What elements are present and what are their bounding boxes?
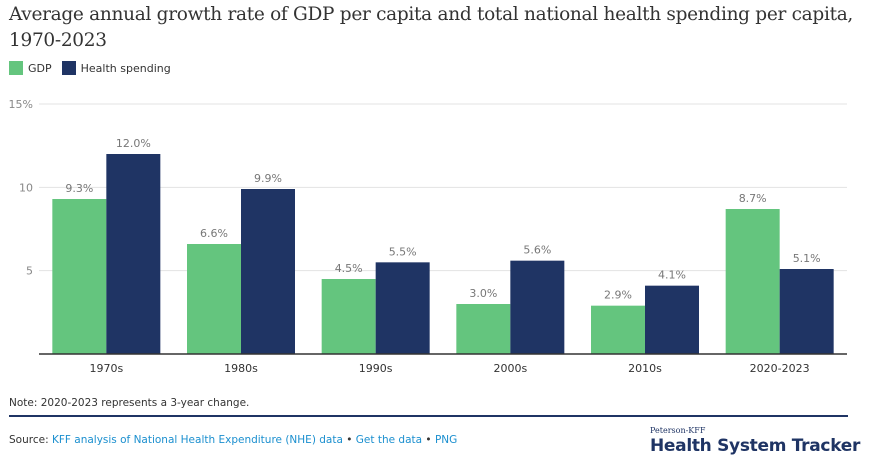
- x-tick-label: 1990s: [359, 362, 393, 375]
- legend-swatch-gdp: [9, 61, 23, 75]
- bar-gdp: [456, 304, 511, 354]
- legend: GDP Health spending: [9, 61, 181, 75]
- y-tick-label: 15%: [9, 98, 33, 111]
- data-label: 2.9%: [604, 289, 632, 302]
- data-label: 9.3%: [65, 182, 93, 195]
- y-tick-label: 5: [26, 265, 33, 278]
- bar-health-spending: [779, 269, 834, 354]
- chart-note: Note: 2020-2023 represents a 3-year chan…: [9, 397, 250, 409]
- data-label: 4.5%: [335, 262, 363, 275]
- data-label: 3.0%: [469, 287, 497, 300]
- legend-item-health-spending[interactable]: Health spending: [61, 61, 171, 75]
- x-tick-label: 1980s: [224, 362, 258, 375]
- legend-swatch-health-spending: [61, 61, 76, 75]
- bars: [52, 154, 834, 354]
- source-line: Source: KFF analysis of National Health …: [9, 434, 457, 446]
- bar-gdp: [187, 244, 241, 354]
- x-tick-label: 1970s: [89, 362, 123, 375]
- data-label: 5.6%: [523, 244, 551, 257]
- brand-small-text: Peterson-KFF: [650, 426, 706, 435]
- bar-health-spending: [241, 189, 295, 354]
- source-link[interactable]: KFF analysis of National Health Expendit…: [51, 434, 343, 446]
- y-tick-label: 10: [19, 181, 33, 194]
- bar-gdp: [591, 305, 645, 354]
- x-tick-label: 2020-2023: [750, 362, 810, 375]
- legend-label-health-spending: Health spending: [80, 61, 171, 75]
- x-axis-labels: 1970s 1980s 1990s 2000s 2010s 2020-2023: [89, 362, 809, 375]
- bar-chart: 5 10 15% 9.3% 12.0% 6.6% 9.9% 4.5% 5.5% 3.0% 5.6%…: [9, 98, 847, 375]
- x-tick-label: 2000s: [493, 362, 527, 375]
- footer-divider: [9, 415, 848, 417]
- legend-item-gdp[interactable]: GDP: [9, 61, 52, 75]
- bar-health-spending: [510, 260, 565, 354]
- chart-title: Average annual growth rate of GDP per ca…: [9, 4, 854, 51]
- data-label: 6.6%: [200, 227, 228, 240]
- data-label: 4.1%: [658, 269, 686, 282]
- bar-health-spending: [375, 262, 430, 354]
- y-axis-labels: 5 10 15%: [9, 98, 33, 278]
- separator: •: [342, 434, 356, 446]
- data-label: 12.0%: [116, 137, 151, 150]
- png-link[interactable]: PNG: [434, 434, 458, 446]
- get-the-data-link[interactable]: Get the data: [355, 434, 423, 446]
- data-label: 9.9%: [254, 172, 282, 185]
- data-label: 5.1%: [793, 252, 821, 265]
- bar-gdp: [52, 199, 107, 354]
- data-label: 8.7%: [739, 192, 767, 205]
- x-tick-label: 2010s: [628, 362, 662, 375]
- bar-gdp: [725, 209, 780, 354]
- bar-gdp: [321, 279, 376, 354]
- brand-logo: Peterson-KFF Health System Tracker: [650, 426, 860, 456]
- gridlines: [39, 103, 847, 272]
- value-labels: 9.3% 12.0% 6.6% 9.9% 4.5% 5.5% 3.0% 5.6% 2.9% 4.1…: [65, 137, 820, 302]
- legend-label-gdp: GDP: [28, 61, 52, 75]
- brand-big-text: Health System Tracker: [650, 436, 861, 456]
- source-label: Source:: [9, 434, 52, 446]
- separator: •: [422, 434, 435, 446]
- bar-health-spending: [645, 285, 699, 354]
- bar-health-spending: [106, 154, 161, 354]
- data-label: 5.5%: [389, 245, 417, 258]
